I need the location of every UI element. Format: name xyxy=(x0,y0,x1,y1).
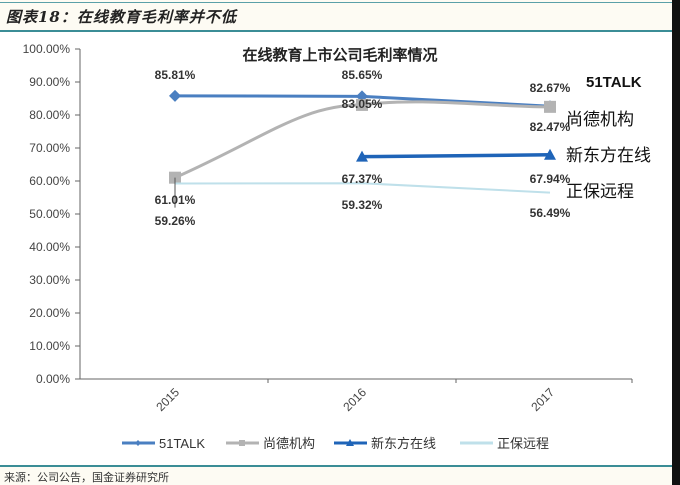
data-label: 82.67% xyxy=(530,81,571,95)
series-line xyxy=(361,153,551,159)
x-axis: 2015 2016 2017 xyxy=(80,378,633,414)
triangle-marker xyxy=(544,148,556,160)
y-tick-label: 60.00% xyxy=(29,174,70,188)
data-label: 85.65% xyxy=(342,68,383,82)
x-tick-label: 2017 xyxy=(528,385,557,414)
figure-caption: 图表18：在线教育毛利率并不低 xyxy=(6,8,237,26)
series-line xyxy=(174,100,551,180)
x-tick-label: 2015 xyxy=(153,385,182,414)
data-label: 83.05% xyxy=(342,97,383,111)
legend-label: 51TALK xyxy=(159,436,205,451)
top-rule xyxy=(0,2,672,3)
bottom-rule xyxy=(0,465,672,467)
series-annotation: 51TALK xyxy=(586,74,642,91)
square-marker xyxy=(544,100,556,113)
legend-label: 新东方在线 xyxy=(371,436,436,451)
series-annotation: 尚德机构 xyxy=(566,110,634,130)
legend-label: 正保远程 xyxy=(497,436,549,451)
data-label: 67.94% xyxy=(530,172,571,186)
series-lines xyxy=(169,89,556,208)
legend: 51TALK 尚德机构 新东方在线 正保远程 xyxy=(122,436,549,451)
series-line xyxy=(174,182,551,194)
chart-background xyxy=(0,32,672,465)
square-marker xyxy=(356,98,368,111)
y-tick-label: 50.00% xyxy=(29,207,70,221)
triangle-marker xyxy=(356,150,368,162)
y-tick-label: 70.00% xyxy=(29,141,70,155)
y-tick-label: 20.00% xyxy=(29,306,70,320)
y-tick-label: 80.00% xyxy=(29,108,70,122)
right-border xyxy=(672,0,680,485)
data-label: 67.37% xyxy=(342,172,383,186)
data-label: 82.47% xyxy=(530,120,571,134)
data-label: 61.01% xyxy=(155,193,196,207)
data-label: 56.49% xyxy=(530,206,571,220)
diamond-marker xyxy=(169,89,181,102)
chart-title: 在线教育上市公司毛利率情况 xyxy=(242,46,437,64)
series-annotation: 新东方在线 xyxy=(566,146,651,166)
data-label: 59.32% xyxy=(342,198,383,212)
data-label: 85.81% xyxy=(155,68,196,82)
caption-rule xyxy=(0,30,672,32)
x-tick-label: 2016 xyxy=(340,385,369,414)
y-tick-label: 90.00% xyxy=(29,75,70,89)
data-label: 59.26% xyxy=(155,214,196,228)
y-tick-label: 10.00% xyxy=(29,339,70,353)
y-tick-label: 40.00% xyxy=(29,240,70,254)
y-tick-label: 30.00% xyxy=(29,273,70,287)
legend-label: 尚德机构 xyxy=(263,436,315,451)
y-tick-label: 100.00% xyxy=(23,42,71,56)
series-annotation: 正保远程 xyxy=(566,182,634,202)
y-axis: 0.00% 10.00% 20.00% 30.00% 40.00% 50.00% 60.00… xyxy=(23,42,81,386)
data-labels: 85.81% 85.65% 82.67% 61.01% 83.05% 82.47% 67.3… xyxy=(155,68,571,228)
y-tick-label: 0.00% xyxy=(36,372,70,386)
source-note: 来源：公司公告，国金证券研究所 xyxy=(4,471,169,484)
